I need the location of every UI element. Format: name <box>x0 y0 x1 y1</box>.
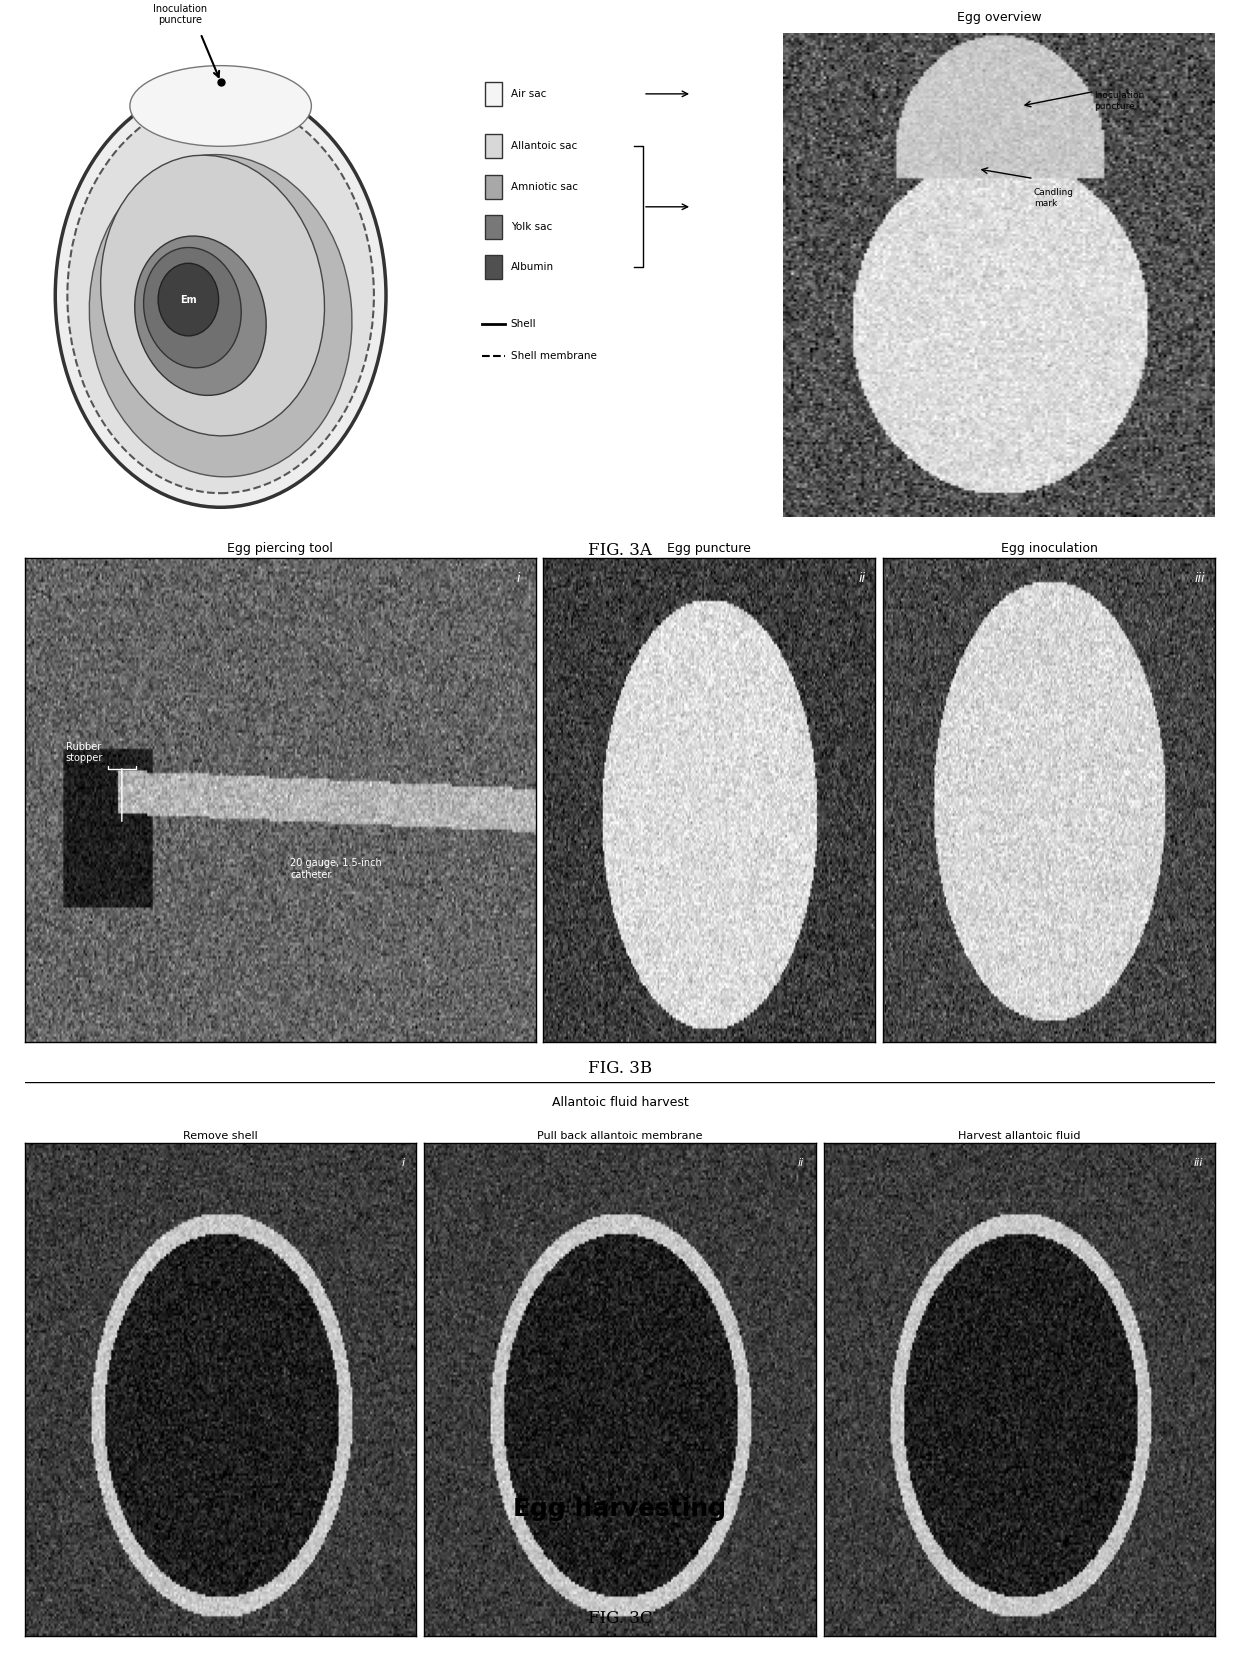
Text: i: i <box>517 572 521 586</box>
Text: Amniotic sac: Amniotic sac <box>511 182 578 192</box>
Text: Em: Em <box>180 294 197 304</box>
Ellipse shape <box>56 83 386 507</box>
Title: Egg piercing tool: Egg piercing tool <box>227 542 334 556</box>
Ellipse shape <box>135 235 267 396</box>
Text: Egg harvesting: Egg harvesting <box>513 1497 727 1520</box>
Ellipse shape <box>144 247 242 367</box>
Bar <box>485 255 502 279</box>
Ellipse shape <box>159 264 218 335</box>
Title: Pull back allantoic membrane: Pull back allantoic membrane <box>537 1132 703 1142</box>
Text: Inoculation
puncture: Inoculation puncture <box>154 3 207 25</box>
Text: FIG. 3A: FIG. 3A <box>588 542 652 559</box>
Ellipse shape <box>100 155 325 436</box>
Bar <box>485 215 502 239</box>
Text: Inoculation
puncture: Inoculation puncture <box>1094 92 1145 110</box>
Text: FIG. 3B: FIG. 3B <box>588 1060 652 1077</box>
Text: Rubber
stopper: Rubber stopper <box>66 741 103 763</box>
Text: Yolk sac: Yolk sac <box>511 222 552 232</box>
Text: FIG. 3C: FIG. 3C <box>588 1611 652 1627</box>
Ellipse shape <box>130 65 311 147</box>
Bar <box>485 134 502 159</box>
Text: Allantoic sac: Allantoic sac <box>511 142 577 152</box>
Text: 20 gauge, 1.5-inch
catheter: 20 gauge, 1.5-inch catheter <box>290 858 382 880</box>
Title: Harvest allantoic fluid: Harvest allantoic fluid <box>959 1132 1081 1142</box>
Title: Egg inoculation: Egg inoculation <box>1001 542 1097 556</box>
Text: Allantoic fluid harvest: Allantoic fluid harvest <box>552 1095 688 1108</box>
Text: Candling
mark: Candling mark <box>1034 189 1074 207</box>
Ellipse shape <box>67 98 374 492</box>
Text: Albumin: Albumin <box>511 262 554 272</box>
Text: Air sac: Air sac <box>511 88 546 98</box>
Text: ii: ii <box>858 572 866 586</box>
Text: i: i <box>402 1158 404 1168</box>
Text: Shell: Shell <box>511 319 536 329</box>
Bar <box>485 82 502 105</box>
Text: Egg overview: Egg overview <box>957 10 1042 23</box>
Text: Shell membrane: Shell membrane <box>511 350 596 361</box>
Text: iii: iii <box>1195 572 1205 586</box>
Title: Egg puncture: Egg puncture <box>667 542 751 556</box>
Title: Remove shell: Remove shell <box>184 1132 258 1142</box>
Bar <box>485 175 502 199</box>
Text: iii: iii <box>1194 1158 1204 1168</box>
Text: ii: ii <box>797 1158 804 1168</box>
Ellipse shape <box>89 155 352 477</box>
